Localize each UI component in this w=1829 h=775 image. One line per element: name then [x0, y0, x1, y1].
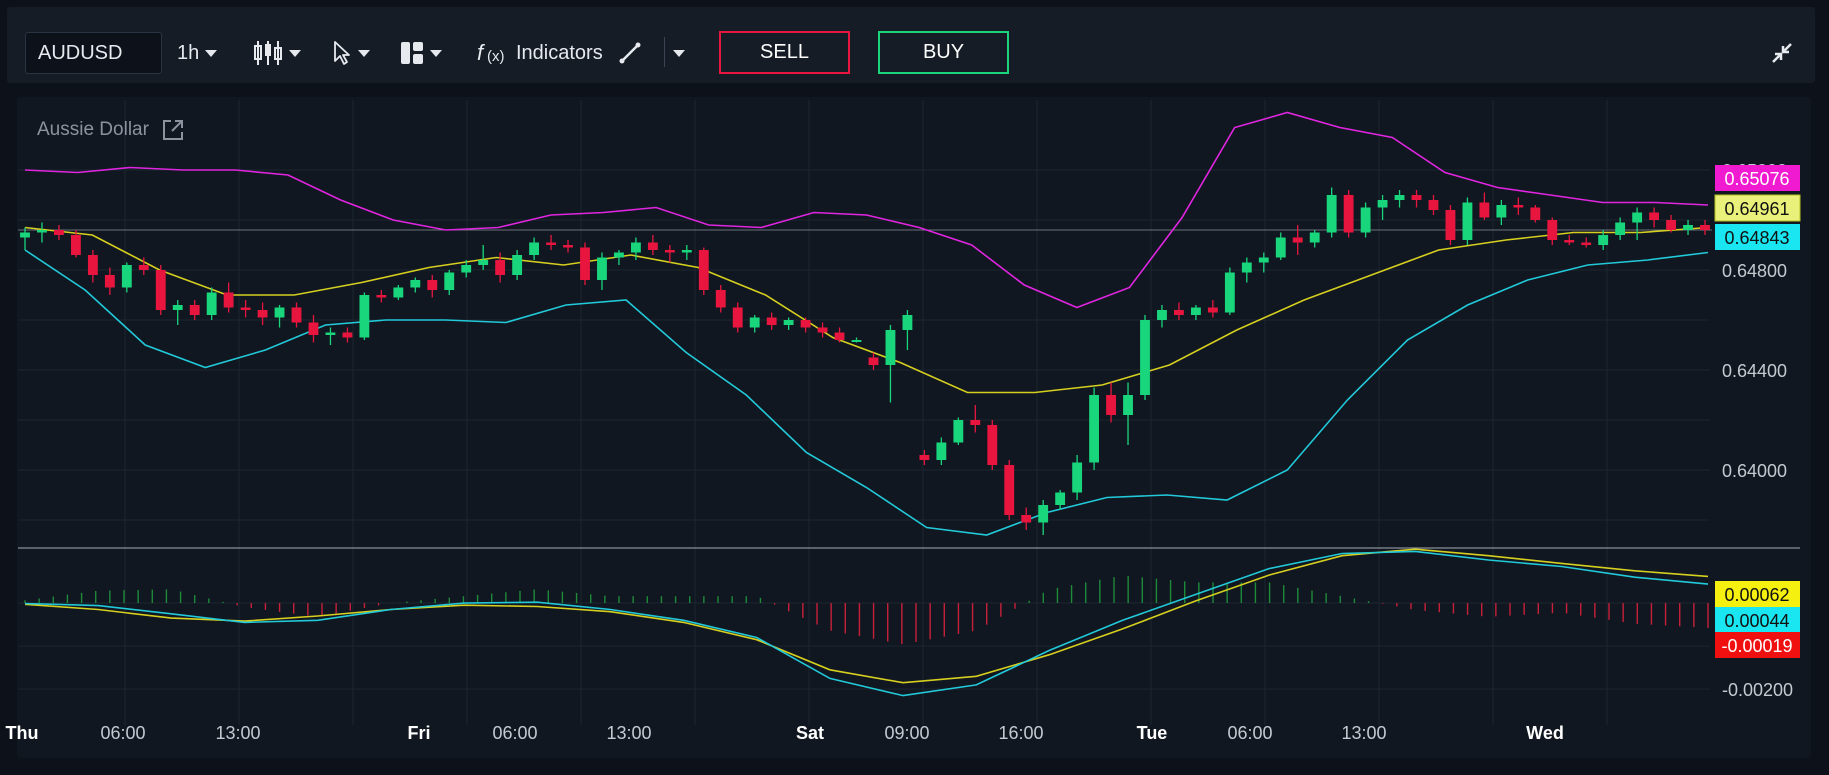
series-title: Aussie Dollar [37, 118, 185, 142]
layout-icon [401, 42, 423, 64]
sell-button[interactable]: SELL [719, 31, 850, 74]
chevron-down-icon [289, 49, 301, 57]
chevron-down-icon [673, 49, 685, 57]
chevron-down-icon [358, 49, 370, 57]
indicators-button[interactable]: f (x) Indicators [476, 32, 603, 74]
interval-dropdown[interactable]: 1h [177, 32, 218, 74]
drawing-tools-dropdown[interactable] [667, 32, 685, 74]
indicators-label: Indicators [516, 41, 603, 64]
collapse-button[interactable] [1771, 32, 1793, 74]
interval-label: 1h [177, 41, 200, 64]
chart-type-dropdown[interactable] [253, 32, 301, 74]
chart-panel[interactable] [17, 97, 1811, 758]
external-link-icon[interactable] [161, 118, 185, 142]
toolbar-divider [664, 37, 665, 67]
chevron-down-icon [205, 49, 218, 57]
cursor-icon [334, 41, 350, 65]
line-tool-icon [619, 42, 641, 64]
chevron-down-icon [430, 49, 442, 57]
toolbar: 1h f (x) Indicators [7, 7, 1815, 83]
line-tool-button[interactable] [619, 32, 641, 74]
svg-text:f: f [477, 40, 486, 65]
candles-icon [254, 41, 282, 65]
svg-text:(x): (x) [487, 48, 505, 65]
function-icon: f (x) [477, 40, 505, 65]
collapse-icon [1772, 43, 1792, 63]
cursor-dropdown[interactable] [332, 32, 370, 74]
series-title-label: Aussie Dollar [37, 119, 149, 140]
symbol-input[interactable] [25, 32, 162, 74]
layout-dropdown[interactable] [400, 32, 442, 74]
buy-button[interactable]: BUY [878, 31, 1009, 74]
